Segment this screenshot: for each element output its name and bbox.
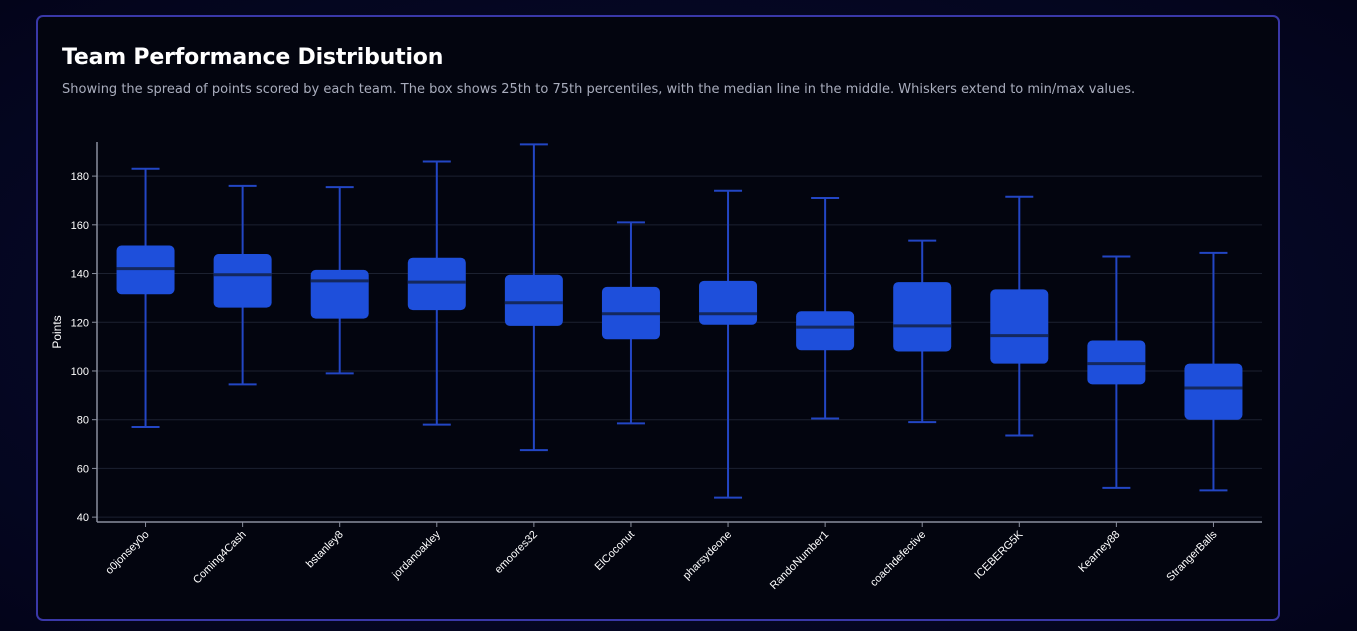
- x-tick-label: RandoNumber1: [768, 529, 831, 592]
- y-tick-label: 100: [71, 366, 89, 378]
- box-iqr: [796, 311, 855, 351]
- x-tick-label: o0jonsey0o: [103, 529, 151, 577]
- x-tick-label: StrangerBalls: [1164, 528, 1220, 584]
- y-tick-label: 60: [77, 463, 89, 475]
- y-tick-label: 120: [71, 317, 89, 329]
- x-tick-label: jordanoakley: [390, 528, 444, 582]
- y-tick-label: 80: [77, 415, 89, 427]
- x-tick-label: ElCoconut: [593, 529, 637, 573]
- x-tick-label: pharsydeone: [681, 529, 734, 582]
- box-plot-chart: 40 60 80 100 120 140 160 180 Points o0jonsey0o Com…: [50, 142, 1262, 592]
- box-iqr: [504, 274, 563, 326]
- x-tick-label: coachdefective: [868, 529, 928, 589]
- y-axis-label: Points: [50, 315, 64, 348]
- x-tick-label: bstanley8: [304, 529, 346, 571]
- chart-subtitle: Showing the spread of points scored by e…: [62, 82, 1136, 97]
- y-tick-label: 180: [71, 171, 89, 183]
- x-tick-label: Coming4Cash: [191, 529, 249, 587]
- x-tick-label: ICEBERG5K: [972, 528, 1025, 581]
- x-tick-label: emoores32: [493, 529, 540, 576]
- box-iqr: [213, 254, 272, 308]
- box-iqr: [407, 257, 466, 311]
- chart-title: Team Performance Distribution: [62, 45, 444, 70]
- y-tick-label: 160: [71, 220, 89, 232]
- x-tick-label: Kearney88: [1076, 529, 1122, 575]
- y-tick-label: 40: [77, 512, 89, 524]
- box-iqr: [990, 289, 1049, 364]
- y-tick-label: 140: [71, 269, 89, 281]
- box-iqr: [1184, 363, 1243, 420]
- box-iqr: [310, 269, 369, 319]
- chart-card: Team Performance Distribution Showing th…: [36, 15, 1280, 621]
- box-iqr: [699, 280, 758, 325]
- box-iqr: [893, 282, 952, 352]
